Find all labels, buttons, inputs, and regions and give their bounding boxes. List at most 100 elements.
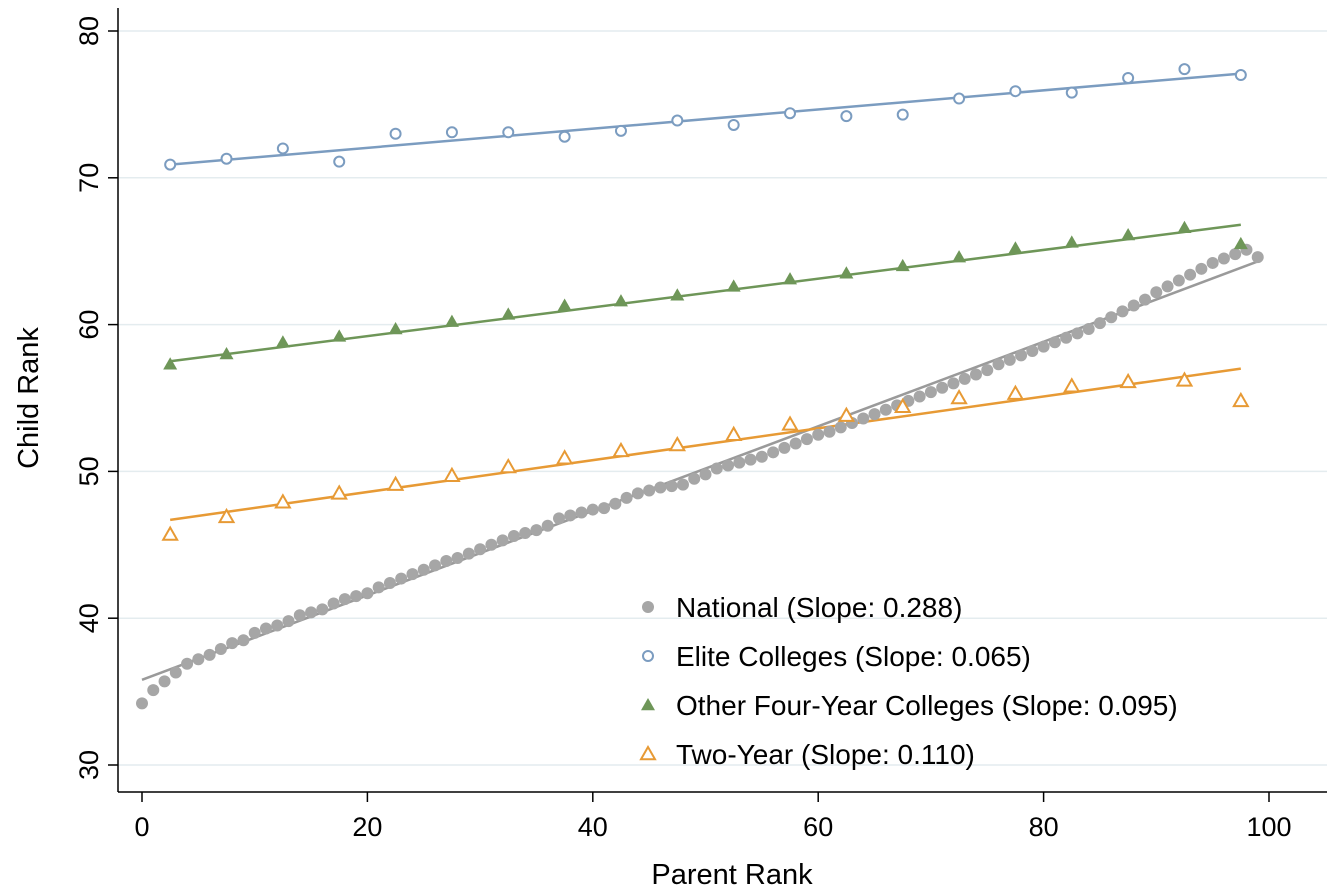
- data-point-series-0: [722, 459, 735, 472]
- data-point-series-0: [834, 421, 847, 434]
- data-point-series-2: [839, 266, 854, 279]
- data-point-series-0: [1184, 268, 1197, 281]
- data-point-series-0: [181, 657, 194, 670]
- data-point-series-1: [1009, 85, 1022, 98]
- data-point-series-2: [163, 357, 178, 370]
- data-point-series-2: [275, 335, 290, 348]
- x-tick-label: 20: [352, 812, 382, 842]
- data-point-series-0: [924, 386, 937, 399]
- data-point-series-0: [417, 563, 430, 576]
- legend-label: Two-Year (Slope: 0.110): [676, 739, 975, 770]
- data-point-series-3: [1063, 377, 1081, 393]
- data-point-series-0: [192, 653, 205, 666]
- data-point-series-3: [1232, 391, 1250, 408]
- data-point-series-0: [1206, 256, 1219, 269]
- data-point-series-1: [558, 130, 571, 143]
- data-point-series-0: [237, 634, 250, 647]
- data-point-series-0: [519, 527, 532, 540]
- data-point-series-0: [530, 524, 543, 537]
- data-point-series-0: [350, 590, 363, 603]
- data-point-series-0: [1229, 248, 1242, 261]
- x-axis-title: Parent Rank: [651, 859, 813, 891]
- data-point-series-1: [502, 126, 515, 139]
- x-tick-label: 80: [1029, 812, 1059, 842]
- data-point-series-0: [598, 502, 611, 515]
- data-point-series-3: [837, 406, 856, 422]
- data-point-series-0: [406, 568, 419, 581]
- data-point-series-0: [259, 622, 272, 635]
- data-point-series-0: [913, 390, 926, 403]
- data-point-series-1: [784, 107, 797, 120]
- data-points: [136, 63, 1264, 710]
- data-point-series-1: [840, 110, 853, 123]
- data-point-series-2: [219, 346, 234, 360]
- data-point-series-0: [643, 484, 656, 497]
- legend: National (Slope: 0.288) Elite Colleges (S…: [639, 592, 1178, 770]
- data-point-series-0: [507, 529, 520, 542]
- data-point-series-3: [217, 507, 236, 524]
- data-point-series-0: [338, 593, 351, 606]
- data-point-series-1: [333, 155, 346, 168]
- fit-lines: [141, 72, 1259, 682]
- fit-line-series-2: [170, 223, 1241, 363]
- data-point-series-0: [293, 609, 306, 622]
- legend-marker-series-2: [641, 698, 655, 711]
- data-point-series-0: [1093, 317, 1106, 330]
- data-point-series-0: [327, 597, 340, 610]
- data-point-series-0: [1139, 293, 1152, 306]
- data-point-series-0: [451, 552, 464, 565]
- data-point-series-2: [613, 294, 628, 307]
- data-point-series-2: [952, 250, 967, 263]
- data-point-series-0: [879, 403, 892, 416]
- x-tick-label: 100: [1246, 812, 1291, 842]
- data-point-series-0: [1251, 251, 1264, 264]
- data-point-series-0: [169, 666, 182, 679]
- data-point-series-0: [1071, 327, 1084, 340]
- data-point-series-1: [389, 127, 402, 140]
- data-point-series-0: [699, 468, 712, 481]
- data-point-series-0: [1150, 286, 1163, 299]
- data-point-series-1: [220, 152, 233, 165]
- data-point-series-3: [724, 425, 743, 441]
- data-point-series-0: [969, 368, 982, 381]
- data-point-series-1: [276, 142, 289, 155]
- data-point-series-2: [783, 272, 798, 285]
- data-point-series-1: [953, 92, 966, 105]
- data-point-series-3: [781, 415, 799, 431]
- data-point-series-0: [440, 554, 453, 567]
- x-tick-label: 0: [134, 812, 149, 842]
- y-axis-title: Child Rank: [13, 327, 45, 469]
- data-point-series-0: [1082, 323, 1095, 336]
- data-point-series-0: [1172, 274, 1185, 287]
- data-point-series-0: [778, 441, 791, 454]
- axes: 30 40 50 60 70 80 0 20 40 60 80 100: [74, 8, 1327, 842]
- data-point-series-0: [203, 648, 216, 661]
- data-point-series-0: [541, 519, 554, 532]
- data-point-series-0: [744, 453, 757, 466]
- data-point-series-0: [361, 587, 374, 600]
- data-point-series-0: [609, 497, 622, 510]
- data-point-series-0: [1026, 345, 1039, 358]
- data-point-series-0: [552, 512, 565, 525]
- data-point-series-0: [710, 462, 723, 475]
- y-tick-label: 30: [74, 750, 104, 780]
- data-point-series-1: [614, 124, 627, 137]
- data-point-series-3: [555, 449, 574, 465]
- data-point-series-2: [501, 307, 516, 320]
- data-point-series-0: [496, 534, 509, 547]
- y-tick-label: 40: [74, 603, 104, 633]
- data-point-series-3: [499, 457, 517, 474]
- fit-line-series-3: [170, 367, 1241, 522]
- data-point-series-2: [332, 329, 347, 342]
- legend-label: Elite Colleges (Slope: 0.065): [676, 641, 1031, 672]
- data-point-series-0: [474, 543, 487, 556]
- data-point-series-0: [992, 358, 1005, 371]
- data-point-series-0: [372, 581, 385, 594]
- data-point-series-0: [665, 480, 678, 493]
- data-point-series-0: [654, 481, 667, 494]
- data-point-series-2: [444, 314, 459, 327]
- data-point-series-0: [1195, 262, 1208, 275]
- data-point-series-2: [1008, 241, 1023, 254]
- data-point-series-0: [462, 547, 475, 560]
